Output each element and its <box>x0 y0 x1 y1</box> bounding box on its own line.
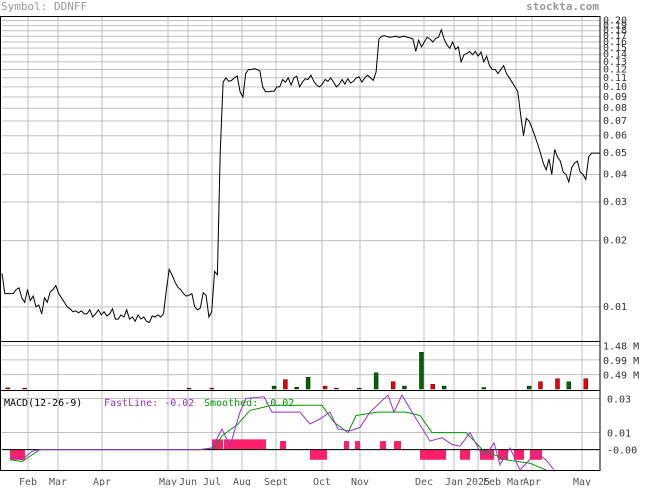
price-tick-label: 0.06 <box>603 131 627 142</box>
volume-bar <box>186 387 192 390</box>
macd-histogram-bar <box>212 439 223 450</box>
price-tick-label: 0.10 <box>603 82 627 93</box>
macd-histogram-bar <box>380 441 386 450</box>
price-tick-label: 0.03 <box>603 197 627 208</box>
price-tick-label: 0.15 <box>603 43 627 54</box>
x-axis-label: Apr <box>93 477 111 486</box>
x-axis-label: Nov <box>351 477 369 486</box>
x-axis-label: Sept <box>264 477 288 486</box>
x-axis-label: Jun <box>179 477 197 486</box>
price-tick-label: 0.09 <box>603 92 627 103</box>
volume-bar <box>555 378 560 390</box>
price-tick-label: 0.01 <box>603 302 627 313</box>
x-axis-label: Apr <box>523 477 541 486</box>
volume-panel-frame <box>0 341 601 391</box>
price-tick-label: 0.08 <box>603 103 627 114</box>
volume-bar <box>294 387 299 390</box>
macd-histogram-bar <box>394 441 401 450</box>
x-axis-label: Jan <box>445 477 463 486</box>
macd-fast-line <box>9 394 555 471</box>
x-axis-label: Feb <box>483 477 501 486</box>
price-tick-label: 0.14 <box>603 50 627 61</box>
x-axis-label: 2025 <box>466 477 490 486</box>
x-axis-label: Jul <box>203 477 221 486</box>
price-line <box>1 28 600 324</box>
volume-bar <box>22 387 27 390</box>
x-axis-label: May <box>573 477 591 486</box>
price-tick-label: 0.13 <box>603 57 627 68</box>
x-axis-label: Feb <box>19 477 37 486</box>
price-tick-label: 0.12 <box>603 64 627 75</box>
volume-bar <box>430 384 435 390</box>
macd-tick-label: -0.00 <box>607 446 637 457</box>
macd-histogram-bar <box>420 449 446 460</box>
macd-histogram-bar <box>460 449 470 460</box>
macd-histogram-bar <box>344 441 349 450</box>
macd-histogram-bar <box>355 441 360 450</box>
price-tick-label: 0.17 <box>603 31 627 42</box>
volume-bar <box>441 385 447 390</box>
x-axis-label: Oct <box>313 477 331 486</box>
macd-histogram-bar <box>530 449 542 460</box>
macd-histogram-bar <box>280 441 286 450</box>
volume-bar <box>373 372 379 390</box>
volume-bar <box>322 385 328 390</box>
volume-bar <box>305 377 311 390</box>
volume-bar <box>334 387 339 390</box>
volume-bar <box>481 387 487 390</box>
price-tick-label: 0.18 <box>603 26 627 37</box>
macd-tick-label: 0.01 <box>607 429 631 440</box>
volume-bar <box>419 352 424 390</box>
macd-histogram-bar <box>10 449 25 460</box>
price-tick-label: 0.04 <box>603 169 627 180</box>
price-tick-label: 0.16 <box>603 37 627 48</box>
x-axis-label: Dec <box>415 477 433 486</box>
x-axis-label: Mar <box>49 477 67 486</box>
macd-tick-label: 0.03 <box>607 395 631 406</box>
price-tick-label: 0.20 <box>603 16 627 27</box>
volume-tick-label: 0.99 M <box>603 356 639 367</box>
macd-histogram-bar <box>480 449 494 460</box>
volume-bar <box>390 381 396 390</box>
volume-bar <box>538 381 543 390</box>
volume-bar <box>402 385 407 390</box>
site-label: stockta.com <box>526 0 599 13</box>
price-tick-label: 0.11 <box>603 73 627 84</box>
volume-bar <box>5 387 10 390</box>
x-axis-label: Aug <box>233 477 251 486</box>
macd-title: MACD(12-26-9) <box>4 398 82 409</box>
volume-bar <box>271 385 277 390</box>
price-panel-frame <box>0 16 601 342</box>
volume-tick-label: 0.49 M <box>603 371 639 382</box>
price-tick-label: 0.07 <box>603 116 627 127</box>
macd-fastline-legend: FastLine: -0.02 <box>104 398 194 409</box>
macd-smoothed-legend: Smoothed: -0.02 <box>204 398 294 409</box>
volume-tick-label: 1.48 M <box>603 342 639 353</box>
macd-histogram-bar <box>310 449 327 460</box>
volume-bar <box>283 379 288 390</box>
volume-bar <box>583 378 589 390</box>
macd-smoothed-line <box>9 404 547 471</box>
volume-bar <box>526 385 532 390</box>
macd-histogram-bar <box>498 449 508 460</box>
price-tick-label: 0.05 <box>603 148 627 159</box>
volume-bar <box>209 387 214 390</box>
volume-bar <box>566 381 572 390</box>
x-axis-label: May <box>159 477 177 486</box>
macd-histogram-bar <box>224 439 266 450</box>
price-tick-label: 0.19 <box>603 21 627 32</box>
price-tick-label: 0.02 <box>603 236 627 247</box>
volume-bar <box>356 387 362 390</box>
symbol-label: Symbol: DDNFF <box>1 0 88 13</box>
x-axis-label: Mar <box>507 477 525 486</box>
macd-panel-frame <box>0 390 601 471</box>
macd-histogram-bar <box>514 449 524 460</box>
